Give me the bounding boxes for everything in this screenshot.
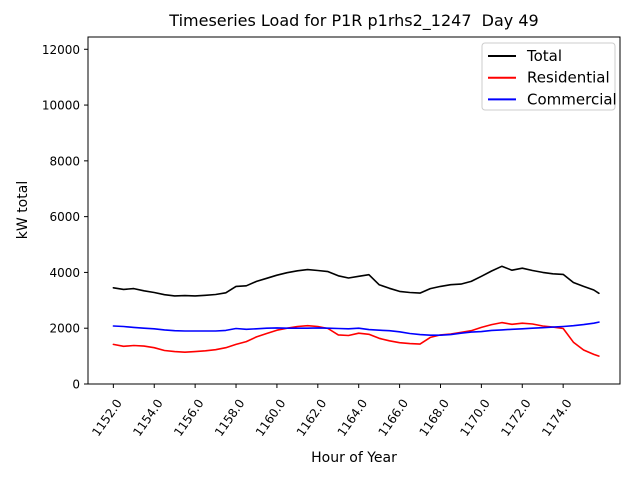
x-tick-label: 1172.0 [498, 396, 534, 438]
y-tick-label: 10000 [42, 99, 80, 113]
data-series [112, 265, 600, 357]
x-tick-label: 1164.0 [335, 396, 371, 438]
y-tick-label: 12000 [42, 43, 80, 57]
y-tick-label: 8000 [49, 154, 80, 168]
x-tick-label: 1160.0 [253, 396, 289, 438]
y-tick-label: 4000 [49, 266, 80, 280]
chart-title: Timeseries Load for P1R p1rhs2_1247 Day … [168, 11, 538, 31]
x-tick-label: 1170.0 [457, 396, 493, 438]
x-tick-label: 1162.0 [294, 396, 330, 438]
x-tick-label: 1152.0 [89, 396, 125, 438]
y-axis-label: kW total [15, 181, 31, 239]
y-axis-ticks: 0 2000 4000 6000 8000 10000 12000 [42, 43, 88, 392]
legend: Total Residential Commercial [481, 42, 617, 111]
y-tick-label: 2000 [49, 322, 80, 336]
x-tick-label: 1154.0 [130, 396, 166, 438]
legend-box [481, 42, 616, 111]
x-tick-label: 1174.0 [539, 396, 575, 438]
legend-label-residential: Residential [527, 69, 610, 87]
y-tick-label: 0 [72, 378, 80, 392]
x-axis-label: Hour of Year [311, 450, 397, 466]
x-tick-label: 1158.0 [212, 396, 248, 438]
legend-label-total: Total [526, 47, 562, 65]
plot-area [87, 36, 621, 385]
y-tick-label: 6000 [49, 210, 80, 224]
x-tick-label: 1166.0 [376, 396, 412, 438]
x-tick-label: 1168.0 [416, 396, 452, 438]
series-line-residential [112, 321, 600, 357]
legend-label-commercial: Commercial [527, 90, 617, 108]
legend-entries: Total Residential Commercial [488, 47, 617, 108]
series-line-total [112, 265, 600, 297]
x-axis-ticks: 1152.0 1154.0 1156.0 1158.0 1160.0 1162.0 1164… [89, 384, 575, 439]
series-line-commercial [112, 321, 600, 337]
x-tick-label: 1156.0 [171, 396, 207, 438]
